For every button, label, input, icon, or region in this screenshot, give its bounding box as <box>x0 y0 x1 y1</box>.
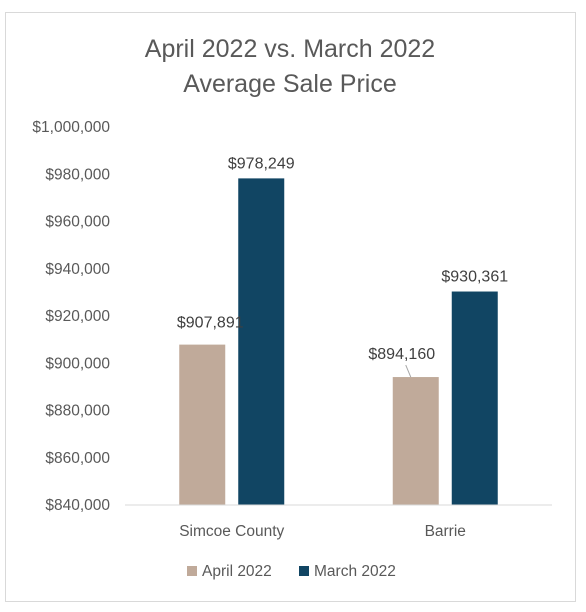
data-label-leader-line <box>405 364 412 378</box>
legend: April 2022 March 2022 <box>187 563 396 580</box>
x-tick-label: Barrie <box>425 523 466 540</box>
x-axis: Simcoe County Barrie <box>125 504 552 540</box>
bar-march-2022-barrie <box>451 291 498 505</box>
data-label: $894,160 <box>368 346 435 363</box>
data-label: $978,249 <box>228 155 295 172</box>
y-tick-label: $940,000 <box>45 261 110 278</box>
y-tick-label: $1,000,000 <box>32 119 110 136</box>
data-label: $930,361 <box>441 269 508 286</box>
x-tick-label: Simcoe County <box>179 523 284 540</box>
data-label: $907,891 <box>177 315 244 332</box>
bars <box>179 178 498 506</box>
chart-title-line-2: Average Sale Price <box>183 70 397 98</box>
y-tick-label: $920,000 <box>45 308 110 325</box>
legend-label: April 2022 <box>202 563 272 580</box>
y-tick-label: $840,000 <box>45 497 110 514</box>
bar-march-2022-simcoe-county <box>238 178 285 506</box>
bar-april-2022-barrie <box>392 377 439 505</box>
chart-title-line-1: April 2022 vs. March 2022 <box>145 35 435 63</box>
y-tick-label: $980,000 <box>45 166 110 183</box>
y-tick-label: $880,000 <box>45 403 110 420</box>
bar-april-2022-simcoe-county <box>179 344 226 505</box>
legend-swatch <box>187 566 197 576</box>
legend-swatch <box>299 566 309 576</box>
data-labels: $907,891 $978,249 $894,160 $930,361 <box>177 155 508 378</box>
legend-label: March 2022 <box>314 563 396 580</box>
y-tick-label: $860,000 <box>45 450 110 467</box>
y-axis: $840,000 $860,000 $880,000 $900,000 $920,000… <box>32 119 110 514</box>
y-tick-label: $900,000 <box>45 355 110 372</box>
chart-title: April 2022 vs. March 2022 Average Sale P… <box>145 35 435 98</box>
y-tick-label: $960,000 <box>45 214 110 231</box>
